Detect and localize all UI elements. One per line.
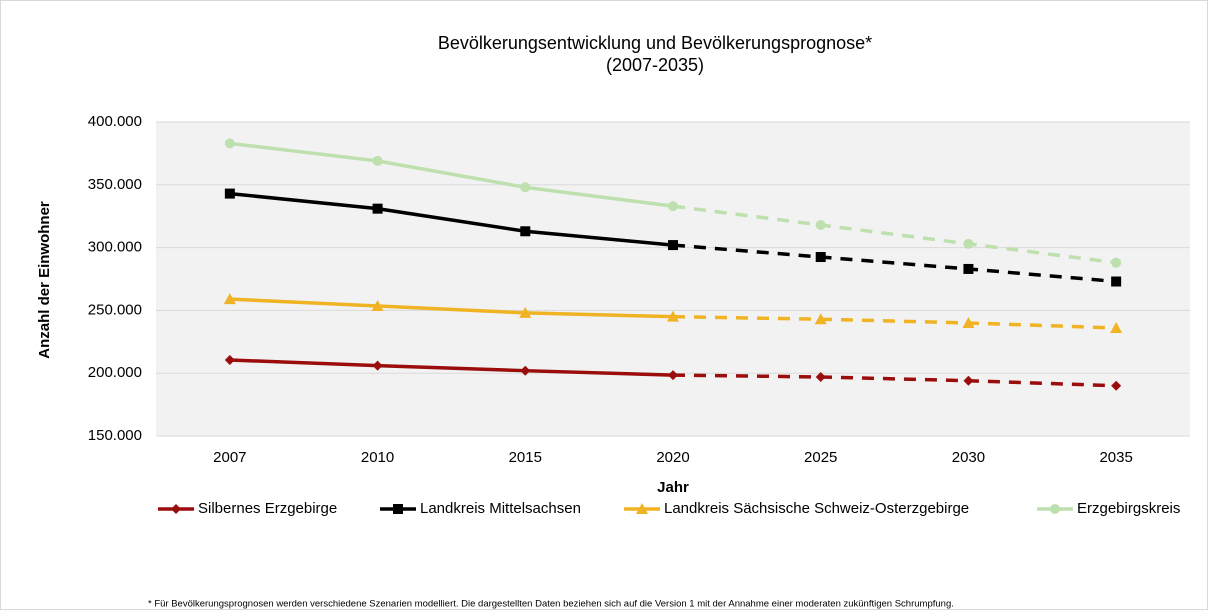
marker: [1110, 321, 1123, 333]
marker: [815, 252, 826, 263]
line: [229, 191, 674, 247]
marker: [372, 155, 383, 166]
y-tick-label: 150.000: [88, 427, 142, 444]
marker: [667, 310, 679, 322]
marker: [223, 293, 236, 305]
y-tick-label: 250.000: [88, 301, 142, 318]
marker: [962, 316, 975, 328]
marker: [171, 504, 181, 514]
marker: [668, 370, 678, 381]
marker: [815, 371, 826, 382]
legend-label: Silbernes Erzgebirge: [198, 500, 337, 517]
x-tick-label: 2025: [804, 449, 837, 466]
marker: [815, 219, 826, 230]
legend-label: Landkreis Mittelsachsen: [420, 500, 581, 517]
marker: [668, 201, 678, 212]
x-tick-label: 2020: [656, 449, 689, 466]
line: [229, 297, 674, 319]
line: [229, 358, 674, 377]
marker: [520, 365, 531, 376]
marker: [1111, 276, 1122, 287]
marker: [371, 300, 384, 312]
y-tick-label: 300.000: [88, 239, 142, 256]
legend-label: Landkreis Sächsische Schweiz-Osterzgebir…: [664, 500, 969, 517]
marker: [963, 263, 974, 274]
marker: [519, 306, 532, 318]
marker: [668, 240, 678, 251]
marker: [1111, 380, 1122, 391]
marker: [520, 226, 531, 237]
marker: [1111, 257, 1122, 268]
y-tick-label: 200.000: [88, 364, 142, 381]
y-axis-label: Anzahl der Einwohner: [36, 201, 53, 359]
x-axis-label: Jahr: [657, 479, 689, 496]
marker: [224, 138, 235, 149]
line: [229, 141, 674, 208]
x-tick-label: 2010: [361, 449, 394, 466]
marker: [1050, 504, 1060, 514]
marker: [963, 238, 974, 249]
x-tick-label: 2030: [952, 449, 985, 466]
chart-subtitle: (2007-2035): [606, 55, 704, 75]
marker: [224, 355, 235, 366]
marker: [814, 313, 827, 325]
y-tick-label: 400.000: [88, 113, 142, 130]
marker: [963, 375, 974, 386]
x-tick-label: 2035: [1099, 449, 1132, 466]
forecast-line: [672, 243, 1117, 284]
chart-title: Bevölkerungsentwicklung und Bevölkerungs…: [438, 33, 872, 53]
y-tick-label: 350.000: [88, 176, 142, 193]
marker: [636, 503, 648, 514]
legend-label: Erzgebirgskreis: [1077, 500, 1180, 517]
marker: [372, 360, 383, 371]
marker: [372, 203, 383, 214]
marker: [393, 504, 403, 514]
forecast-line: [672, 204, 1117, 265]
footnote: * Für Bevölkerungsprognosen werden versc…: [148, 599, 954, 610]
marker: [224, 188, 235, 199]
forecast-line: [672, 314, 1117, 330]
x-tick-label: 2015: [509, 449, 542, 466]
forecast-line: [672, 373, 1117, 388]
marker: [520, 182, 531, 193]
x-tick-label: 2007: [213, 449, 246, 466]
plot-area: [156, 122, 1190, 436]
